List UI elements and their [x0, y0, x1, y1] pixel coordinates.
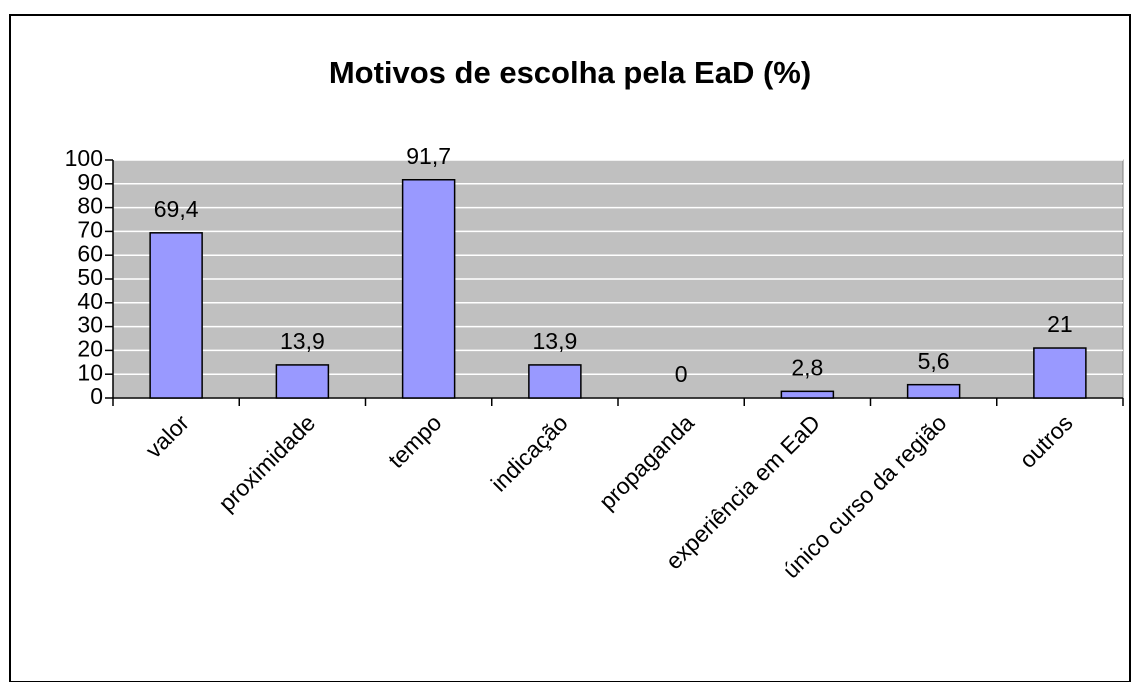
bar: [906, 383, 961, 399]
value-label: 5,6: [918, 348, 950, 374]
bar: [149, 232, 203, 399]
y-tick-label: 90: [77, 169, 103, 195]
value-label: 91,7: [406, 143, 451, 169]
chart-title: Motivos de escolha pela EaD (%): [329, 55, 811, 90]
bar: [1033, 347, 1087, 399]
y-tick-label: 20: [77, 335, 103, 361]
value-label: 13,9: [280, 328, 325, 354]
y-tick-label: 70: [77, 216, 103, 242]
y-tick-label: 80: [77, 193, 103, 219]
y-tick-label: 0: [90, 383, 103, 409]
y-tick-label: 30: [77, 312, 103, 338]
value-label: 69,4: [154, 196, 199, 222]
bar: [780, 390, 835, 399]
y-tick-label: 100: [65, 145, 103, 171]
value-label: 0: [675, 361, 688, 387]
y-tick-label: 40: [77, 288, 103, 314]
value-label: 2,8: [791, 354, 823, 380]
value-label: 13,9: [532, 328, 577, 354]
value-label: 21: [1047, 311, 1073, 337]
bar: [401, 179, 456, 399]
bar: [275, 364, 330, 399]
y-tick-label: 60: [77, 240, 103, 266]
y-tick-label: 10: [77, 359, 103, 385]
bar: [528, 364, 582, 399]
y-tick-label: 50: [77, 264, 103, 290]
